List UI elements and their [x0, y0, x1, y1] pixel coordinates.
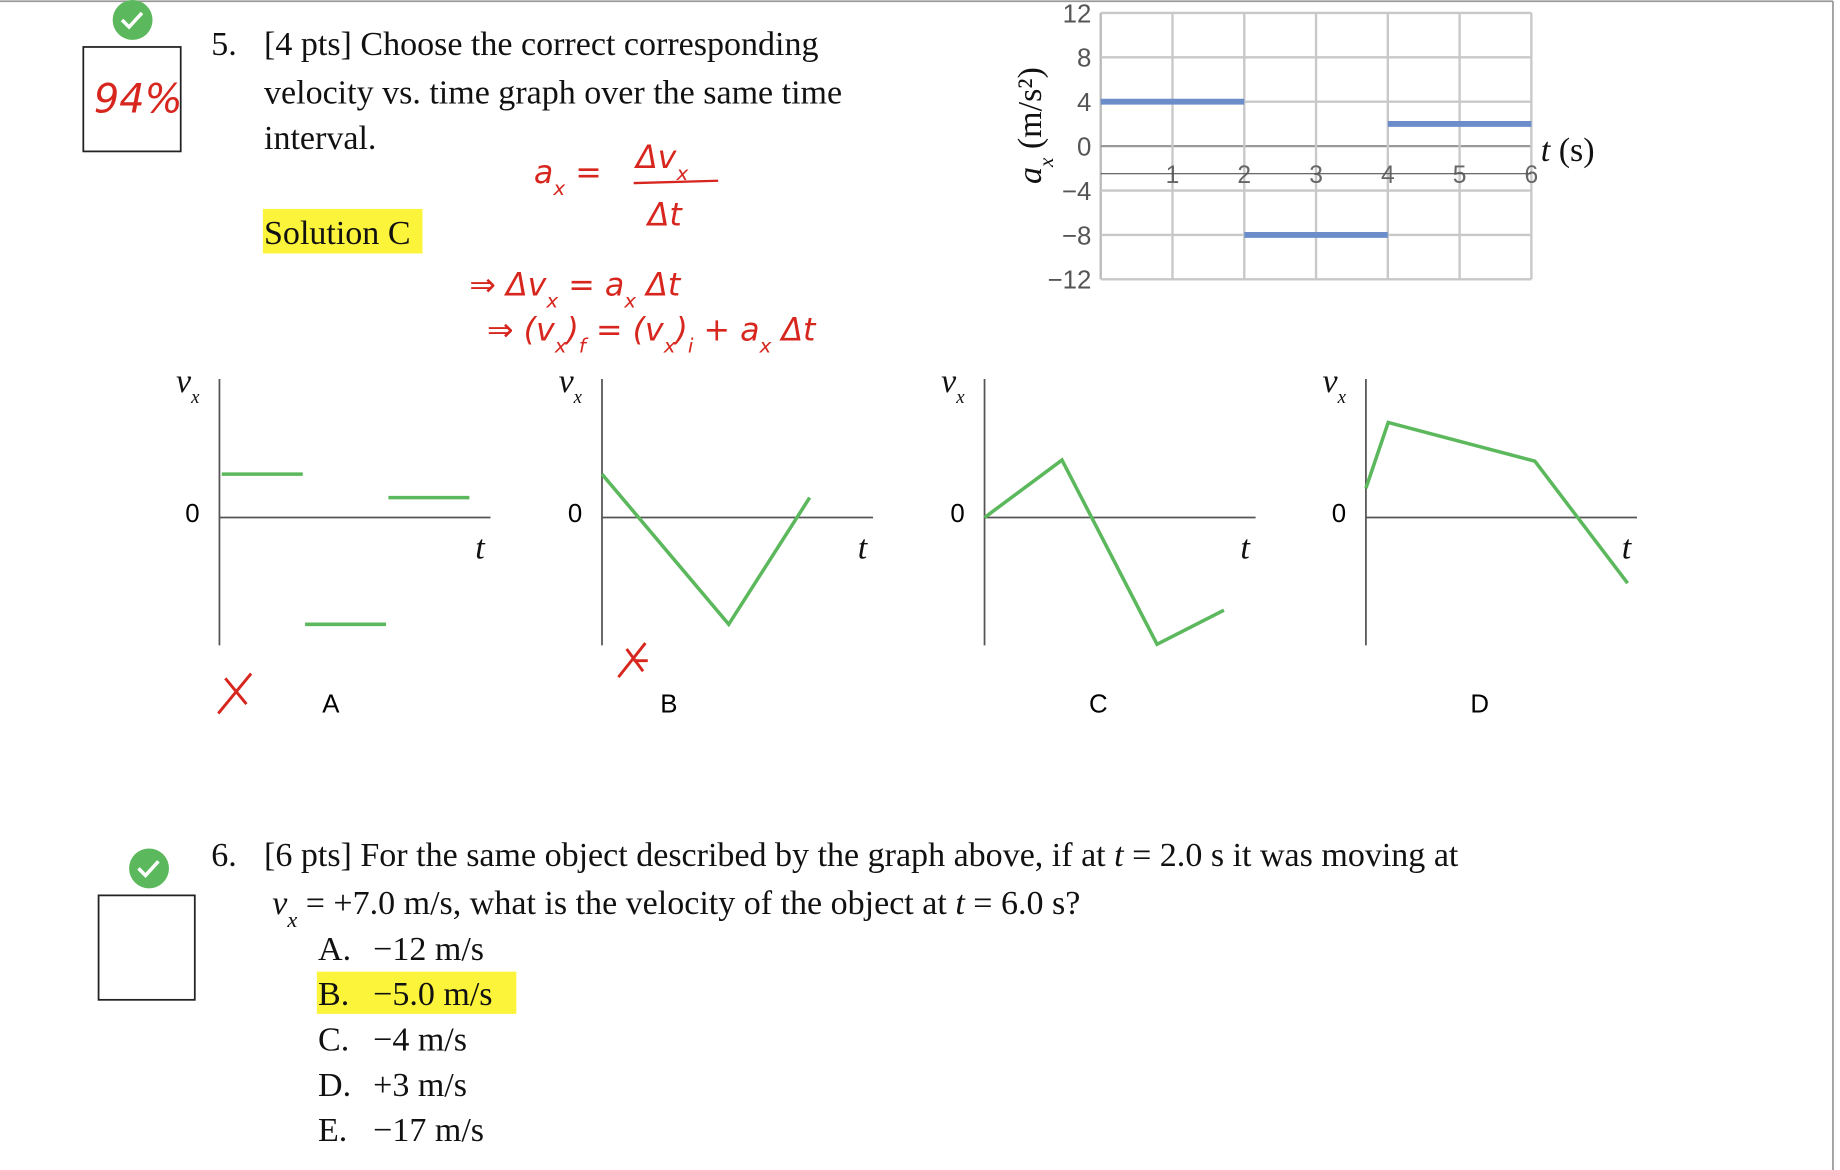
choice-letter: D [1470, 690, 1489, 718]
zero-label: 0 [568, 500, 582, 528]
choice-letter: D. [318, 1067, 351, 1104]
choice-graph: vx 0 t C [941, 363, 1256, 718]
v-axis-label-part: v [559, 363, 575, 400]
v-axis-label-part: x [1337, 386, 1347, 407]
v-axis-label-part: x [573, 386, 583, 407]
v-axis-label-part: v [1322, 363, 1338, 400]
choice-graph: vx 0 t D [1322, 363, 1637, 718]
zero-label: 0 [185, 500, 199, 528]
choice-text: +3 m/s [373, 1067, 467, 1104]
y-tick-label: 4 [1077, 89, 1091, 117]
sketch-curve [600, 472, 812, 628]
choice-text: −4 m/s [373, 1022, 467, 1059]
choice-text: −5.0 m/s [373, 976, 492, 1013]
highlight [262, 208, 423, 254]
t-axis-label: t [1240, 530, 1251, 567]
x-mark [217, 672, 253, 715]
v-axis-label-part: x [190, 386, 200, 407]
y-axis-label-part: (m/s²) [1012, 67, 1049, 158]
x-tick-label: 1 [1166, 162, 1180, 189]
handwritten-work: ax = Δvx Δt ⇒ Δvx = ax Δt ⇒ (vx)f = (vx)… [217, 140, 817, 715]
solution: Solution C [264, 215, 410, 252]
x-axis-label-part: t [1541, 132, 1552, 169]
question-text: vx = +7.0 m/s, what is the velocity of t… [272, 885, 1080, 932]
fraction-bar [633, 179, 719, 185]
question-text: velocity vs. time graph over the same ti… [264, 74, 842, 111]
question-number: 5. [211, 26, 237, 63]
choice-letter: C [1089, 690, 1108, 718]
question-number: 6. [211, 837, 237, 874]
choice-letter: B [660, 690, 677, 718]
zero-label: 0 [1332, 500, 1346, 528]
x-tick-label: 5 [1453, 162, 1467, 189]
x-tick-label: 3 [1309, 162, 1323, 189]
x-tick-label: 6 [1525, 162, 1539, 189]
v-axis-label: vx [941, 363, 965, 407]
x-tick-label: 2 [1237, 162, 1251, 189]
t-axis-label: t [858, 530, 869, 567]
y-axis-label-part: x [1034, 157, 1058, 168]
answer-choices: A. −12 m/s B. −5.0 m/s C. −4 m/s D. +3 m/s E. −17… [318, 931, 493, 1149]
t-axis-label: t [475, 530, 486, 567]
t-axis-label: t [1622, 530, 1633, 567]
equation: ax = [534, 155, 602, 200]
x-mark [617, 642, 648, 679]
choice-letter: B. [318, 976, 349, 1013]
choice-graph: vx 0 t A [176, 363, 491, 718]
equation: Δvx [634, 140, 688, 185]
sketch-curve [1364, 420, 1630, 585]
y-tick-label: −4 [1062, 178, 1091, 206]
y-tick-label: 8 [1077, 45, 1091, 73]
zero-label: 0 [950, 500, 964, 528]
v-axis-label: vx [176, 363, 200, 407]
question-text: [6 pts] For the same object described by… [264, 837, 1459, 874]
question-text: [4 pts] Choose the correct corresponding [264, 26, 818, 63]
x-axis-label: t (s) [1541, 132, 1595, 169]
v-axis-label: vx [559, 363, 583, 407]
score-box [97, 894, 196, 1001]
v-axis-label: vx [1322, 363, 1346, 407]
choice-letter: C. [318, 1022, 349, 1059]
sketch-curve [983, 457, 1225, 647]
v-axis-label-part: v [941, 363, 957, 400]
question-text: interval. [264, 120, 376, 157]
v-axis-label-part: v [176, 363, 192, 400]
choice-text: −17 m/s [373, 1112, 484, 1149]
choice-text: −12 m/s [373, 931, 484, 968]
x-tick-label: 4 [1381, 162, 1395, 189]
y-axis-label-part: a [1012, 167, 1049, 184]
choice-graph: vx 0 t B [559, 363, 874, 718]
check-icon [112, 0, 153, 40]
choice-letter: A. [318, 931, 351, 968]
choice-letter: E. [318, 1112, 347, 1149]
y-tick-label: −12 [1048, 267, 1092, 295]
equation: ⇒ (vx)f = (vx)i + ax Δt [487, 312, 817, 357]
y-axis-label: ax (m/s²) [1012, 67, 1058, 184]
score: 94% [94, 77, 183, 123]
choice-letter: A [322, 690, 340, 718]
y-tick-label: −8 [1062, 222, 1091, 250]
y-tick-label: 12 [1063, 0, 1092, 28]
y-tick-label: 0 [1077, 134, 1091, 162]
equation: ⇒ Δvx = ax Δt [469, 268, 681, 313]
highlight [316, 971, 517, 1014]
x-axis-label-part: (s) [1550, 132, 1594, 169]
check-icon [129, 848, 169, 889]
v-axis-label-part: x [955, 386, 965, 407]
equation: Δt [646, 197, 684, 233]
score-box [82, 46, 182, 153]
